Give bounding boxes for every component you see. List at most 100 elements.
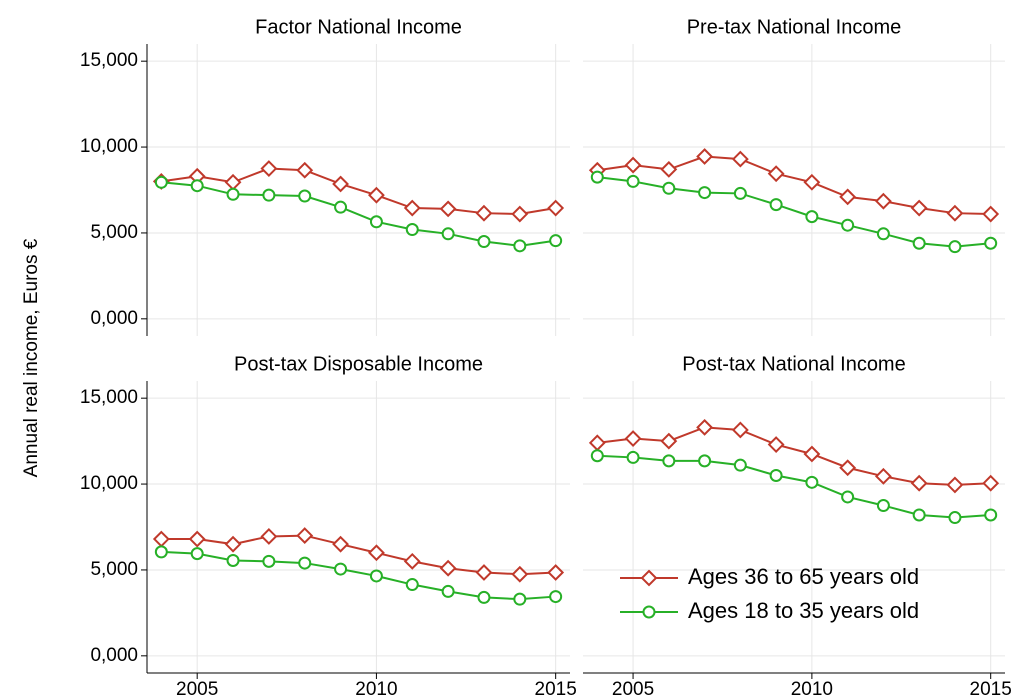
marker — [946, 476, 964, 494]
marker — [662, 181, 676, 195]
marker — [803, 445, 821, 463]
marker — [660, 160, 678, 178]
marker — [626, 450, 640, 464]
marker — [984, 236, 998, 250]
marker — [226, 553, 240, 567]
marker — [769, 198, 783, 212]
marker — [260, 528, 278, 545]
marker — [262, 188, 276, 202]
marker — [698, 454, 712, 468]
marker — [588, 434, 606, 452]
marker — [733, 458, 747, 472]
marker — [477, 590, 491, 604]
marker — [910, 474, 928, 492]
marker — [152, 530, 170, 548]
marker — [298, 189, 312, 203]
marker — [296, 161, 314, 179]
x-tick-label: 2015 — [535, 679, 577, 699]
marker — [513, 592, 527, 606]
marker — [912, 508, 926, 522]
marker — [982, 474, 1000, 492]
x-tick-label: 2010 — [355, 679, 397, 699]
marker — [369, 569, 383, 583]
marker — [805, 475, 819, 489]
marker — [334, 562, 348, 576]
marker — [876, 227, 890, 241]
marker — [660, 432, 678, 450]
series-line — [597, 454, 991, 519]
marker — [696, 418, 714, 436]
marker — [642, 605, 656, 619]
marker — [224, 173, 242, 191]
marker — [624, 156, 642, 174]
marker — [769, 468, 783, 482]
y-tick-label: 10,000 — [80, 473, 138, 494]
marker — [511, 565, 529, 583]
marker — [296, 527, 314, 545]
marker — [403, 199, 421, 217]
marker — [841, 218, 855, 232]
marker — [733, 186, 747, 200]
marker — [731, 150, 749, 168]
marker — [477, 235, 491, 249]
y-tick-label: 5,000 — [90, 222, 138, 243]
marker — [547, 199, 565, 217]
marker — [803, 173, 821, 191]
panel-title: Post-tax Disposable Income — [234, 353, 483, 375]
marker — [662, 454, 676, 468]
marker — [298, 556, 312, 570]
panel-title: Factor National Income — [255, 16, 462, 38]
marker — [441, 227, 455, 241]
series-line — [597, 176, 991, 248]
marker — [439, 559, 457, 577]
panel-title: Pre-tax National Income — [687, 16, 902, 38]
marker — [984, 508, 998, 522]
marker — [626, 174, 640, 188]
marker — [624, 430, 642, 447]
panel-title: Post-tax National Income — [682, 353, 905, 375]
marker — [698, 186, 712, 200]
marker — [332, 535, 349, 553]
marker — [874, 192, 892, 210]
marker — [805, 210, 819, 224]
marker — [441, 584, 455, 598]
x-tick-label: 2005 — [176, 679, 218, 699]
marker — [590, 449, 604, 463]
marker — [475, 564, 493, 581]
marker — [948, 240, 962, 254]
marker — [332, 175, 349, 193]
marker — [910, 199, 928, 217]
y-tick-label: 10,000 — [80, 136, 138, 157]
x-tick-label: 2015 — [970, 679, 1012, 699]
x-tick-label: 2005 — [612, 679, 654, 699]
marker — [369, 215, 383, 229]
marker — [874, 467, 892, 485]
marker — [334, 200, 348, 214]
series-line — [161, 534, 556, 576]
marker — [262, 554, 276, 568]
marker — [549, 590, 563, 604]
marker — [946, 204, 964, 222]
marker — [405, 578, 419, 592]
y-tick-label: 15,000 — [80, 50, 138, 71]
y-tick-label: 0,000 — [90, 645, 138, 666]
marker — [982, 205, 1000, 223]
marker — [224, 535, 242, 553]
y-tick-label: 5,000 — [90, 559, 138, 580]
y-tick-label: 0,000 — [90, 308, 138, 329]
marker — [190, 547, 204, 561]
marker — [549, 234, 563, 248]
marker — [841, 490, 855, 504]
series-line — [597, 426, 991, 486]
legend-label: Ages 36 to 65 years old — [688, 564, 919, 589]
marker — [190, 179, 204, 193]
marker — [547, 564, 565, 581]
marker — [731, 421, 749, 439]
marker — [912, 236, 926, 250]
marker — [403, 552, 421, 570]
x-tick-label: 2010 — [791, 679, 833, 699]
y-tick-label: 15,000 — [80, 387, 138, 408]
marker — [475, 204, 493, 222]
y-axis-label: Annual real income, Euros € — [21, 238, 42, 477]
